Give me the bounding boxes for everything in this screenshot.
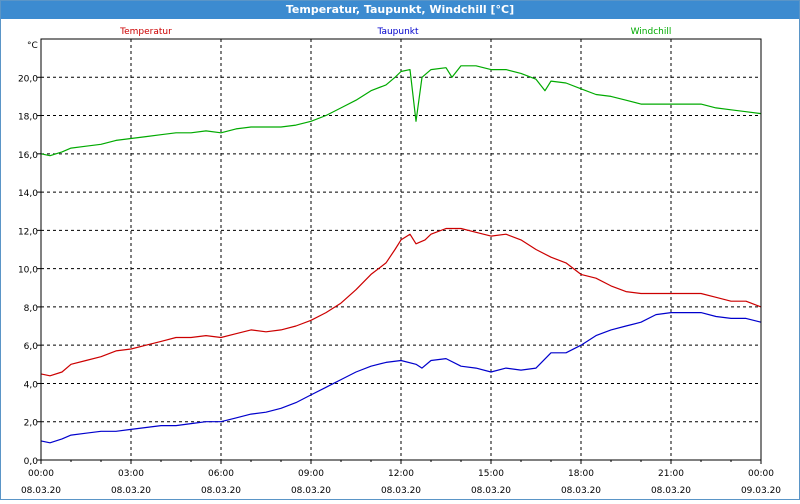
y-tick-label: 14,0 bbox=[18, 189, 38, 199]
x-tick-date: 08.03.20 bbox=[561, 486, 601, 496]
series-line-windchill bbox=[40, 65, 762, 157]
chart-area: 0,0 2,0 4,0 6,0 8,0 10,0 12,0 14,0 16,0 18,0 20,0 °… bbox=[1, 20, 799, 499]
y-axis-label: °C bbox=[27, 41, 38, 51]
y-tick-label: 4,0 bbox=[24, 380, 39, 390]
series-line-temperatur bbox=[40, 227, 762, 377]
y-tick-label: 18,0 bbox=[18, 113, 38, 123]
y-tick-label: 16,0 bbox=[18, 151, 38, 161]
x-tick-time: 00:00 bbox=[748, 469, 774, 479]
axes bbox=[37, 38, 762, 464]
x-tick-time: 03:00 bbox=[118, 469, 144, 479]
x-tick-date: 08.03.20 bbox=[381, 486, 421, 496]
series-lines bbox=[40, 65, 762, 444]
y-tick-label: 0,0 bbox=[24, 457, 39, 467]
x-tick-date: 08.03.20 bbox=[651, 486, 691, 496]
legend-item-taupunkt: Taupunkt bbox=[376, 27, 419, 37]
x-tick-date: 08.03.20 bbox=[291, 486, 331, 496]
legend-item-temperatur: Temperatur bbox=[119, 27, 172, 37]
tick-labels: 0,0 2,0 4,0 6,0 8,0 10,0 12,0 14,0 16,0 18,0 20,0 °… bbox=[18, 41, 781, 496]
y-tick-label: 6,0 bbox=[24, 342, 39, 352]
x-tick-date: 09.03.20 bbox=[741, 486, 781, 496]
x-tick-date: 08.03.20 bbox=[111, 486, 151, 496]
legend-item-windchill: Windchill bbox=[631, 27, 672, 37]
x-tick-time: 06:00 bbox=[208, 469, 234, 479]
y-tick-label: 8,0 bbox=[24, 304, 39, 314]
x-tick-time: 09:00 bbox=[298, 469, 324, 479]
y-tick-label: 10,0 bbox=[18, 266, 38, 276]
series-line-taupunkt bbox=[40, 312, 762, 444]
x-tick-time: 00:00 bbox=[28, 469, 54, 479]
x-tick-date: 08.03.20 bbox=[471, 486, 511, 496]
window-title: Temperatur, Taupunkt, Windchill [°C] bbox=[1, 1, 799, 19]
x-tick-time: 18:00 bbox=[568, 469, 594, 479]
legend: Temperatur Taupunkt Windchill bbox=[119, 27, 671, 37]
y-tick-label: 20,0 bbox=[18, 74, 38, 84]
x-tick-time: 15:00 bbox=[478, 469, 504, 479]
x-tick-time: 12:00 bbox=[388, 469, 414, 479]
x-tick-date: 08.03.20 bbox=[21, 486, 61, 496]
x-tick-time: 21:00 bbox=[658, 469, 684, 479]
y-tick-label: 2,0 bbox=[24, 419, 39, 429]
y-tick-label: 12,0 bbox=[18, 227, 38, 237]
grid-lines bbox=[41, 39, 761, 460]
x-tick-date: 08.03.20 bbox=[201, 486, 241, 496]
line-chart: 0,0 2,0 4,0 6,0 8,0 10,0 12,0 14,0 16,0 18,0 20,0 °… bbox=[18, 27, 781, 496]
plot-frame bbox=[40, 38, 762, 461]
